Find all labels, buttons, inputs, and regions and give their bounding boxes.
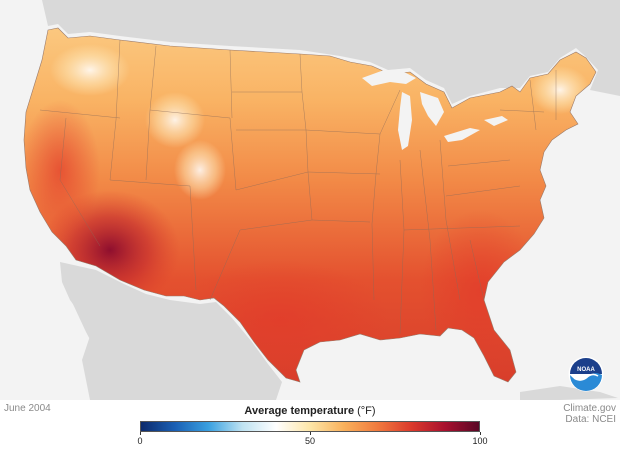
lake-ontario	[484, 116, 508, 126]
canada-landmass	[0, 0, 620, 104]
legend-tick-label: 50	[304, 436, 316, 446]
temperature-map: NOAA	[0, 0, 620, 400]
credit-data: Data: NCEI	[565, 414, 616, 425]
map-date: June 2004	[4, 403, 51, 414]
lake-huron	[420, 92, 444, 126]
legend-tick-label: 0	[137, 436, 143, 446]
noaa-logo-text: NOAA	[577, 367, 595, 373]
legend-tick-mark	[309, 432, 311, 435]
lake-superior	[362, 70, 416, 86]
lake-erie	[444, 128, 480, 142]
legend-tick-mark	[139, 432, 141, 435]
legend-unit: (°F)	[357, 405, 376, 417]
noaa-logo: NOAA	[568, 356, 604, 392]
cuba-landmass	[520, 386, 618, 400]
us-outline	[23, 27, 597, 383]
legend-tick-mark	[479, 432, 481, 435]
baja-peninsula	[62, 268, 124, 392]
credit-source: Climate.gov	[563, 403, 616, 414]
legend-colorbar	[140, 421, 480, 432]
legend-title: Average temperature (°F)	[140, 405, 480, 417]
state-borders	[39, 39, 557, 335]
legend-tick-label: 100	[472, 436, 488, 446]
credit-block: Climate.gov Data: NCEI	[563, 403, 616, 425]
legend-title-text: Average temperature	[244, 405, 355, 417]
lake-michigan	[398, 92, 412, 150]
